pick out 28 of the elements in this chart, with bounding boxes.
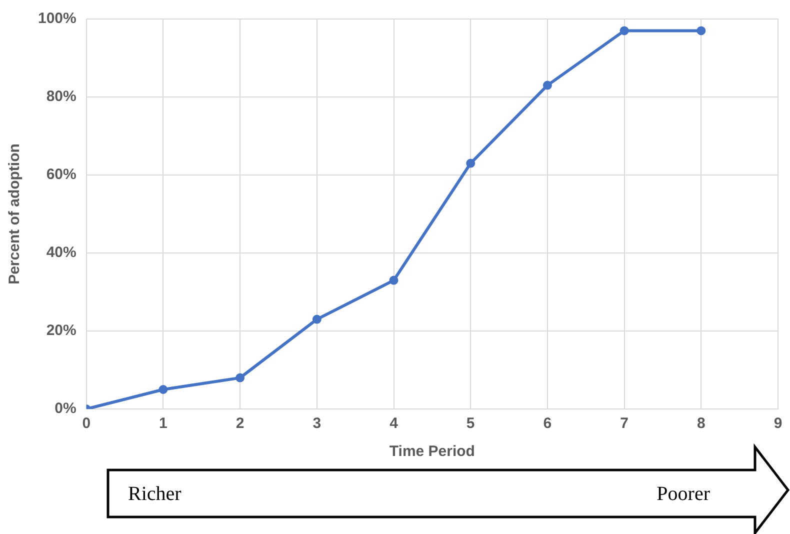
point bbox=[696, 26, 706, 36]
point bbox=[236, 373, 245, 382]
x-tick-label: 5 bbox=[466, 415, 475, 432]
x-tick-label: 0 bbox=[82, 415, 91, 432]
x-tick-label: 2 bbox=[236, 415, 244, 432]
point bbox=[466, 158, 476, 168]
text: Poorer bbox=[656, 483, 710, 506]
y-tick-label: 80% bbox=[46, 88, 76, 106]
y-tick-label: 60% bbox=[46, 166, 76, 184]
y-tick-label: 20% bbox=[46, 322, 76, 340]
y-tick-label: 100% bbox=[38, 10, 76, 28]
point bbox=[542, 80, 552, 90]
point bbox=[620, 26, 629, 36]
x-axis-title: Time Period bbox=[389, 443, 475, 460]
x-tick-label: 7 bbox=[620, 415, 628, 432]
point bbox=[312, 314, 322, 324]
text: Richer bbox=[128, 483, 182, 506]
x-tick-label: 3 bbox=[312, 415, 322, 432]
x-tick-label: 6 bbox=[543, 415, 552, 432]
x-tick-label: 1 bbox=[159, 415, 168, 432]
point bbox=[389, 276, 398, 285]
point bbox=[158, 385, 168, 394]
x-tick-label: 4 bbox=[390, 415, 399, 432]
y-tick-label: 40% bbox=[46, 244, 76, 262]
x-tick-label: 8 bbox=[696, 415, 706, 432]
y-axis-title: Percent of adoption bbox=[6, 144, 24, 284]
x-tick-label: 9 bbox=[774, 415, 782, 432]
y-tick-label: 0% bbox=[54, 400, 76, 418]
